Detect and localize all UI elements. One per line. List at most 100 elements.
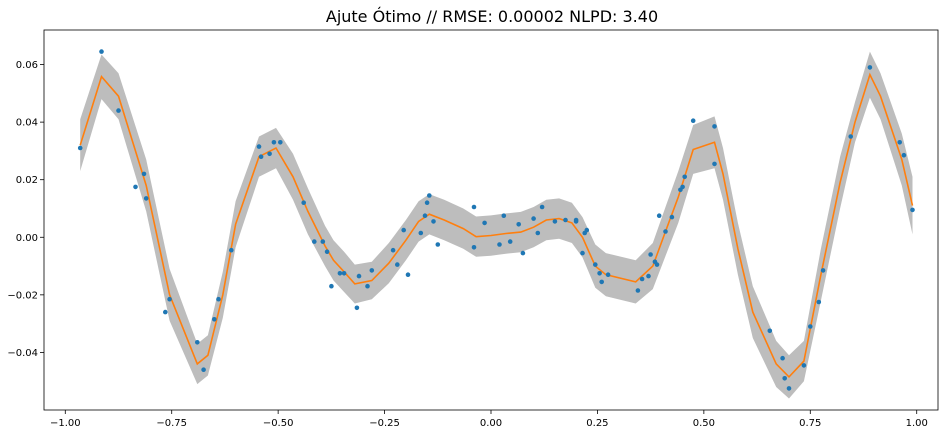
observation-point [116,108,121,113]
observation-point [593,262,598,267]
observation-point [656,213,662,218]
y-tick-label: −0.02 [7,290,38,301]
observation-point [597,271,602,276]
observation-point [229,247,234,253]
observation-point [405,272,411,278]
observation-point [431,219,436,224]
observation-point [354,305,360,311]
x-tick-label: −0.25 [369,418,400,429]
observation-point [401,227,407,233]
x-tick-label: 0.25 [586,418,608,429]
observation-point [682,174,687,180]
observation-point [201,367,206,373]
observation-point [782,376,787,381]
observation-point [690,118,696,123]
observation-point [99,49,104,54]
observation-point [584,227,590,233]
observation-point [167,296,172,302]
y-tick-label: 0.06 [16,60,38,71]
observation-point [216,296,221,302]
observation-point [424,200,430,205]
observation-point [516,222,521,227]
observation-point [329,283,334,289]
observation-point [133,184,138,190]
observation-point [531,216,536,221]
x-tick-label: 0.00 [480,418,502,429]
observation-point [501,213,507,218]
observation-point [77,145,83,151]
x-axis-ticks: −1.00 −0.75 −0.50 −0.25 0.00 0.25 0.50 0.75 1.00 [50,410,928,429]
y-tick-label: −0.04 [7,348,38,359]
observation-point [497,242,502,247]
observation-point [435,242,441,247]
observation-point [395,262,400,267]
observation-point [820,268,826,273]
y-tick-label: 0.04 [16,118,38,129]
observation-point [712,161,717,167]
observation-point [212,317,217,322]
observation-point [301,200,307,205]
observation-point [369,268,375,273]
observation-point [535,230,541,236]
confidence-band [80,51,913,399]
observation-point [816,299,822,305]
x-tick-label: 0.75 [799,418,821,429]
observation-point [320,239,326,244]
confidence-band-layer [80,51,913,399]
observation-point [848,134,853,139]
observation-point [563,217,568,223]
observation-point [427,193,432,198]
observation-point [654,262,660,267]
observation-point [195,340,200,345]
mean-curve-layer [79,72,914,379]
observation-point [786,386,792,391]
x-tick-label: 1.00 [906,418,928,429]
chart-title: Ajute Ótimo // RMSE: 0.00002 NLPD: 3.40 [326,7,658,26]
observation-point [337,271,343,276]
observation-point [471,204,477,210]
observation-point [801,363,807,368]
observation-point [271,140,277,145]
observation-point [507,239,513,244]
observation-point [897,140,902,145]
observation-point [312,239,317,244]
x-tick-label: −0.75 [156,418,187,429]
observation-point [482,220,487,226]
observation-point [520,250,526,256]
x-tick-label: −0.50 [263,418,294,429]
observation-point [256,144,262,149]
observation-point [390,247,396,253]
observation-point [163,309,168,315]
observation-point [646,273,651,279]
x-tick-label: −1.00 [50,418,81,429]
x-tick-label: 0.50 [693,418,715,429]
observation-point [422,213,428,218]
observation-point [648,252,653,257]
observation-point [910,207,915,213]
observation-point [639,276,645,282]
observation-point [808,324,813,329]
observation-point [867,65,873,70]
observation-point [341,271,347,276]
observation-point [599,279,604,285]
observation-point [680,184,685,190]
y-tick-label: 0.02 [16,175,38,186]
observation-point [605,272,611,278]
observation-point [901,152,907,158]
observation-point [780,355,785,361]
observation-point [324,249,330,254]
observation-point [767,328,773,334]
observation-points-layer [77,49,915,391]
observation-point [143,196,149,201]
observation-point [356,273,362,279]
observation-point [663,229,668,234]
observation-point [580,250,585,256]
observation-point [573,219,579,224]
observation-point [278,140,283,145]
mean-curve-line [79,72,914,379]
observation-point [471,245,477,250]
observation-point [635,288,641,293]
observation-point [539,204,545,210]
observation-point [267,151,272,157]
